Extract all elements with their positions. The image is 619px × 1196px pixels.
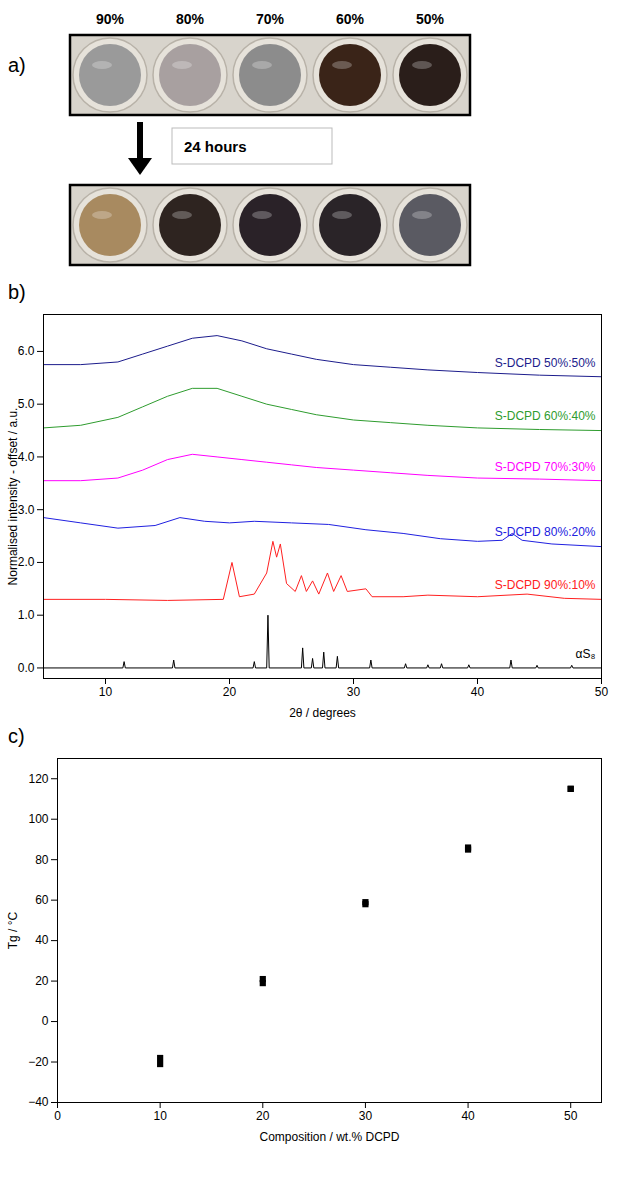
svg-text:10: 10 bbox=[99, 685, 113, 699]
svg-text:S-DCPD 80%:20%: S-DCPD 80%:20% bbox=[495, 525, 596, 539]
svg-text:60: 60 bbox=[35, 893, 49, 907]
svg-text:70%: 70% bbox=[256, 11, 285, 27]
svg-text:100: 100 bbox=[28, 812, 48, 826]
svg-text:S-DCPD 70%:30%: S-DCPD 70%:30% bbox=[495, 460, 596, 474]
svg-text:40: 40 bbox=[35, 933, 49, 947]
svg-text:50: 50 bbox=[564, 1109, 578, 1123]
svg-text:0.0: 0.0 bbox=[18, 661, 35, 675]
svg-text:40: 40 bbox=[461, 1109, 475, 1123]
svg-text:αS₈: αS₈ bbox=[576, 647, 596, 661]
svg-text:24 hours: 24 hours bbox=[184, 138, 247, 155]
svg-text:30: 30 bbox=[347, 685, 361, 699]
svg-text:S-DCPD 60%:40%: S-DCPD 60%:40% bbox=[495, 409, 596, 423]
svg-text:2θ / degrees: 2θ / degrees bbox=[289, 706, 356, 720]
svg-text:90%: 90% bbox=[96, 11, 125, 27]
svg-text:30: 30 bbox=[359, 1109, 373, 1123]
svg-text:50%: 50% bbox=[416, 11, 445, 27]
svg-text:80%: 80% bbox=[176, 11, 205, 27]
html-text:c): c) bbox=[8, 725, 25, 747]
svg-text:Normalised intensity - offset: Normalised intensity - offset / a.u. bbox=[6, 408, 20, 586]
svg-text:4.0: 4.0 bbox=[18, 450, 35, 464]
svg-text:−20: −20 bbox=[28, 1055, 49, 1069]
svg-text:80: 80 bbox=[35, 853, 49, 867]
svg-text:10: 10 bbox=[153, 1109, 167, 1123]
html-text:b): b) bbox=[8, 281, 26, 303]
svg-text:20: 20 bbox=[35, 974, 49, 988]
svg-text:0: 0 bbox=[42, 1014, 49, 1028]
svg-text:−40: −40 bbox=[28, 1095, 49, 1109]
svg-text:5.0: 5.0 bbox=[18, 397, 35, 411]
svg-text:20: 20 bbox=[256, 1109, 270, 1123]
svg-text:6.0: 6.0 bbox=[18, 344, 35, 358]
svg-text:60%: 60% bbox=[336, 11, 365, 27]
svg-text:S-DCPD 90%:10%: S-DCPD 90%:10% bbox=[495, 578, 596, 592]
svg-text:20: 20 bbox=[223, 685, 237, 699]
svg-text:0: 0 bbox=[54, 1109, 61, 1123]
svg-text:a): a) bbox=[8, 54, 26, 76]
svg-text:Tg / °C: Tg / °C bbox=[6, 911, 20, 949]
svg-text:S-DCPD 50%:50%: S-DCPD 50%:50% bbox=[495, 356, 596, 370]
svg-text:2.0: 2.0 bbox=[18, 555, 35, 569]
svg-text:40: 40 bbox=[471, 685, 485, 699]
svg-text:120: 120 bbox=[28, 772, 48, 786]
svg-text:3.0: 3.0 bbox=[18, 503, 35, 517]
svg-text:50: 50 bbox=[595, 685, 609, 699]
svg-text:Composition / wt.% DCPD: Composition / wt.% DCPD bbox=[259, 1130, 399, 1144]
svg-text:1.0: 1.0 bbox=[18, 608, 35, 622]
